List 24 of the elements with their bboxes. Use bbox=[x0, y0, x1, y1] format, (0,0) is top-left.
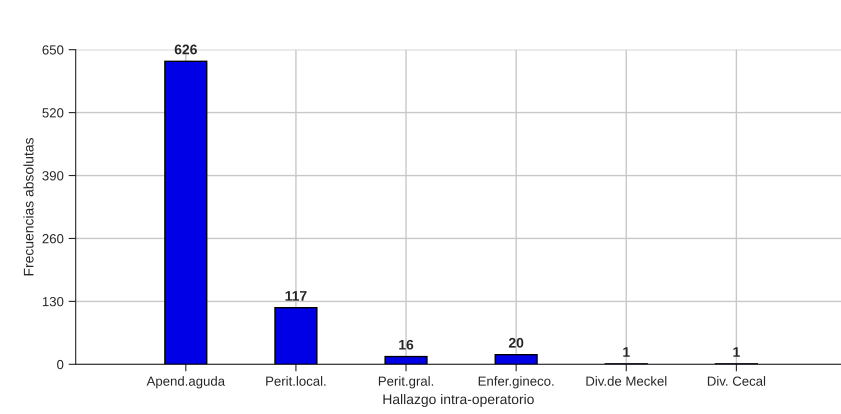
y-tick-label: 0 bbox=[57, 360, 64, 370]
data-label: 117 bbox=[286, 291, 307, 301]
x-tick-label: Perit.local. bbox=[266, 376, 326, 386]
x-tick-label: Enfer.gineco. bbox=[478, 376, 554, 388]
x-tick-label: Div. Cecal bbox=[708, 376, 766, 386]
y-tick-label: 260 bbox=[42, 234, 64, 244]
x-tick-label: Apend.aguda bbox=[146, 376, 226, 388]
y-axis-title: Frecuencias absolutas bbox=[23, 138, 34, 276]
data-label: 16 bbox=[399, 340, 414, 350]
x-tick-label: Div.de Meckel bbox=[586, 376, 666, 386]
x-axis-title: Hallazgo intra-operatorio bbox=[383, 394, 534, 407]
y-tick-label: 390 bbox=[42, 171, 64, 180]
data-label: 20 bbox=[508, 338, 524, 348]
data-label: 1 bbox=[623, 347, 630, 357]
bar bbox=[164, 60, 208, 364]
y-tick-label: 520 bbox=[42, 108, 64, 118]
data-label: 626 bbox=[174, 44, 197, 54]
bar bbox=[384, 356, 428, 364]
data-label: 1 bbox=[733, 347, 740, 357]
y-tick-label: 130 bbox=[42, 296, 64, 306]
x-tick-label: Perit.gral. bbox=[378, 376, 434, 388]
y-tick-label: 650 bbox=[42, 45, 64, 55]
bar bbox=[494, 354, 538, 364]
bar bbox=[274, 306, 318, 364]
